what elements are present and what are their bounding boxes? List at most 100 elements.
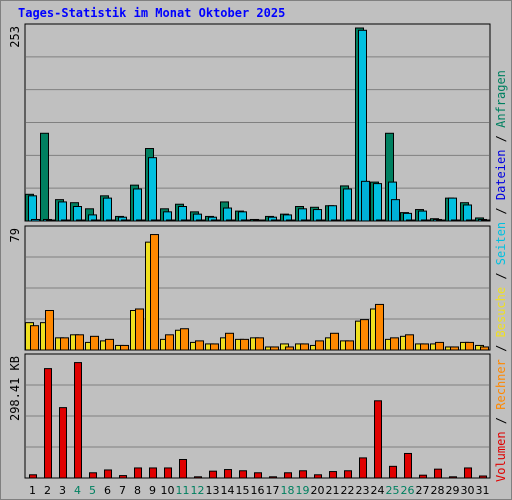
day-label-24: 24 (371, 484, 385, 497)
bar-rechner-day-21 (330, 332, 339, 351)
bar-rechner-day-14 (225, 332, 234, 351)
bar-volumen-day-11 (179, 459, 187, 479)
bar-volumen-day-29 (449, 476, 457, 479)
bar-dateien-day-24 (373, 183, 382, 222)
bar-volumen-day-13 (209, 470, 217, 479)
y-max-label: 253 (8, 26, 22, 48)
bar-seiten-day-20 (316, 219, 325, 222)
legend-item-seiten: Seiten (494, 222, 508, 265)
bar-rechner-day-18 (285, 346, 294, 351)
y-max-label: 79 (8, 228, 22, 242)
bar-seiten-day-29 (451, 219, 460, 222)
day-label-23: 23 (356, 484, 370, 497)
bar-seiten-day-5 (91, 219, 100, 222)
bar-seiten-day-10 (166, 219, 175, 222)
bar-seiten-day-9 (151, 219, 160, 222)
day-label-6: 6 (104, 484, 111, 497)
bar-rechner-day-29 (450, 346, 459, 351)
bar-rechner-day-11 (180, 328, 189, 351)
bar-seiten-day-14 (226, 219, 235, 222)
bar-seiten-day-11 (181, 219, 190, 222)
bar-dateien-day-20 (313, 209, 322, 222)
bar-seiten-day-8 (136, 219, 145, 222)
bar-rechner-day-20 (315, 340, 324, 351)
day-label-3: 3 (59, 484, 66, 497)
bar-volumen-day-8 (134, 467, 142, 479)
day-label-27: 27 (416, 484, 430, 497)
bar-volumen-day-4 (74, 362, 82, 479)
bar-rechner-day-9 (150, 234, 159, 351)
bar-seiten-day-26 (406, 219, 415, 222)
bar-dateien-day-1 (28, 195, 37, 222)
bar-volumen-day-6 (104, 469, 112, 479)
bar-volumen-day-20 (314, 474, 322, 479)
bar-dateien-day-11 (178, 206, 187, 222)
legend: Volumen / Rechner / Besuche / Seiten / D… (494, 70, 508, 482)
bar-volumen-day-25 (389, 465, 397, 479)
day-label-11: 11 (176, 484, 190, 497)
bar-volumen-day-30 (464, 467, 472, 479)
day-label-30: 30 (461, 484, 475, 497)
bar-dateien-day-29 (448, 197, 457, 222)
bar-volumen-day-21 (329, 471, 337, 479)
bar-anfragen-day-2 (40, 132, 49, 222)
bar-rechner-day-12 (195, 340, 204, 351)
bar-rechner-day-30 (465, 341, 474, 351)
bar-rechner-day-27 (420, 343, 429, 351)
bar-rechner-day-7 (120, 344, 129, 351)
bar-volumen-day-14 (224, 469, 232, 479)
bar-dateien-day-3 (58, 201, 67, 222)
bar-rechner-day-16 (255, 337, 264, 351)
day-label-7: 7 (119, 484, 126, 497)
bar-rechner-day-1 (30, 325, 39, 351)
bar-seiten-day-19 (301, 219, 310, 222)
bar-volumen-day-17 (269, 476, 277, 479)
bar-seiten-day-31 (481, 219, 490, 222)
legend-item-anfragen: Anfragen (494, 70, 508, 128)
bar-seiten-day-13 (211, 219, 220, 222)
bar-dateien-day-6 (103, 197, 112, 222)
day-label-9: 9 (149, 484, 156, 497)
bar-rechner-day-3 (60, 337, 69, 351)
legend-separator: / (494, 410, 508, 432)
legend-separator: / (494, 128, 508, 150)
bar-rechner-day-5 (90, 335, 99, 351)
bar-dateien-day-22 (343, 188, 352, 222)
bar-seiten-day-6 (106, 219, 115, 222)
bar-rechner-day-22 (345, 340, 354, 351)
legend-item-rechner: Rechner (494, 359, 508, 410)
day-label-28: 28 (431, 484, 445, 497)
day-label-1: 1 (29, 484, 36, 497)
bar-volumen-day-7 (119, 475, 127, 479)
bar-rechner-day-15 (240, 338, 249, 351)
legend-item-dateien: Dateien (494, 150, 508, 201)
bar-seiten-day-4 (76, 219, 85, 222)
bar-rechner-day-31 (480, 346, 489, 351)
bar-seiten-day-2 (46, 219, 55, 222)
bar-volumen-day-26 (404, 452, 412, 479)
bar-volumen-day-15 (239, 470, 247, 479)
day-label-25: 25 (386, 484, 400, 497)
legend-separator: / (494, 200, 508, 222)
bar-dateien-day-14 (223, 207, 232, 222)
bar-volumen-day-24 (374, 400, 382, 479)
bar-dateien-day-8 (133, 188, 142, 222)
day-label-18: 18 (281, 484, 295, 497)
bar-volumen-day-18 (284, 472, 292, 479)
bar-rechner-day-10 (165, 334, 174, 351)
day-label-4: 4 (74, 484, 81, 497)
bar-seiten-day-1 (31, 218, 40, 222)
bar-dateien-day-9 (148, 157, 157, 222)
bar-volumen-day-31 (479, 475, 487, 479)
bar-seiten-day-7 (121, 219, 130, 222)
bar-volumen-day-5 (89, 472, 97, 479)
bar-seiten-day-16 (256, 219, 265, 222)
bar-rechner-day-6 (105, 338, 114, 351)
day-label-16: 16 (251, 484, 265, 497)
bar-seiten-day-22 (346, 219, 355, 222)
day-label-20: 20 (311, 484, 325, 497)
bar-seiten-day-25 (391, 199, 400, 222)
y-max-label: 298.41 KB (8, 356, 22, 421)
chart-title: Tages-Statistik im Monat Oktober 2025 (18, 6, 286, 20)
